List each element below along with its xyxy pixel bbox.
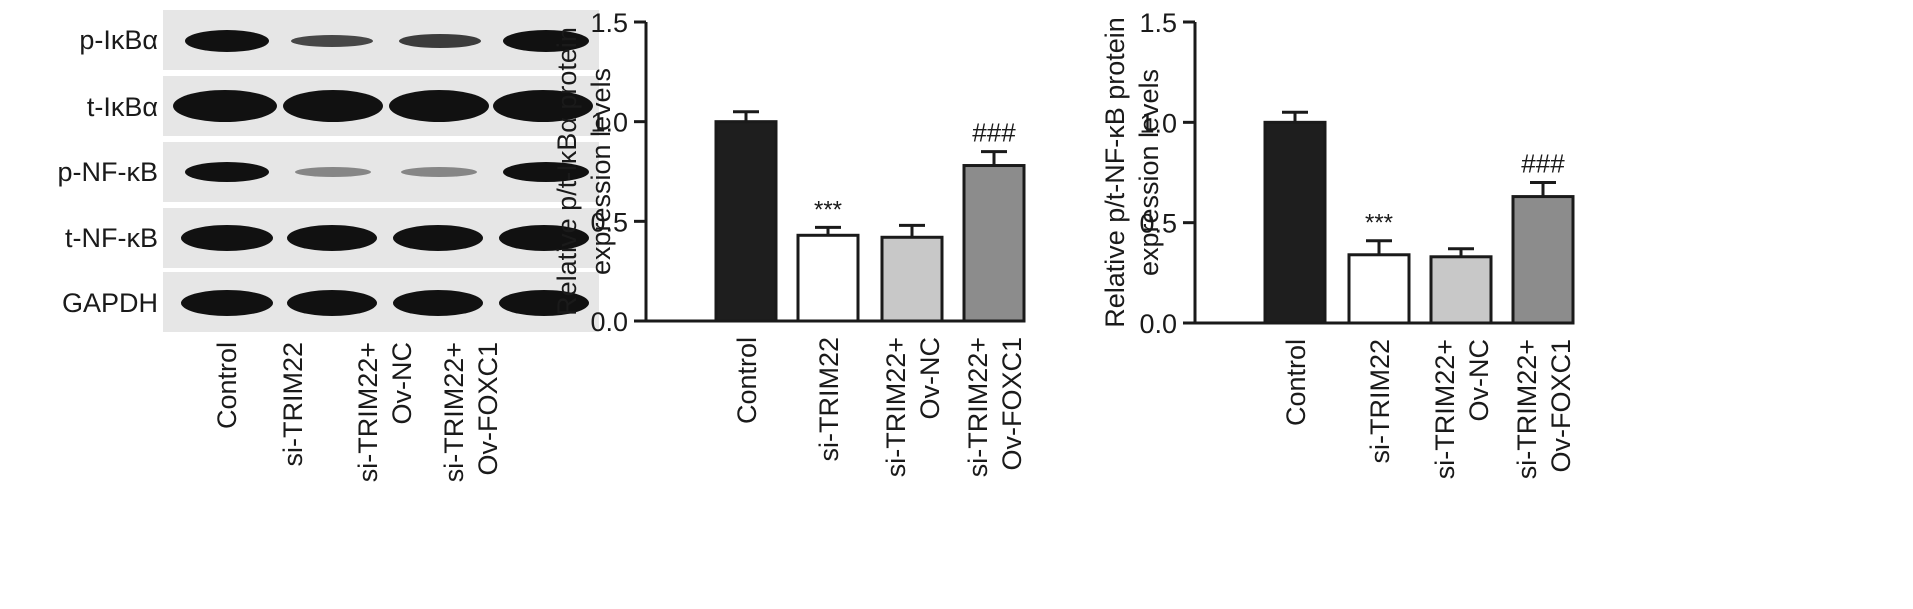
blot-band [503, 30, 589, 52]
blot-strip [163, 208, 599, 268]
blot-band [181, 225, 273, 251]
x-tick-label-line: Ov-FOXC1 [1546, 339, 1576, 473]
blot-lane-label-line: si-TRIM22+ [353, 342, 383, 482]
blot-row-label: GAPDH [61, 288, 158, 318]
bar [796, 233, 860, 323]
blot-band [185, 30, 269, 52]
y-tick-label: 0.5 [1139, 209, 1177, 239]
bar [1429, 255, 1493, 325]
x-tick-label: si-TRIM22 [814, 337, 844, 462]
bar [962, 164, 1026, 323]
x-tick-label: Control [732, 337, 762, 424]
significance-label: ### [972, 118, 1016, 148]
blot-band [393, 225, 483, 251]
blot-band [503, 162, 589, 182]
x-tick-label-line: Control [732, 337, 762, 424]
x-tick-label: si-TRIM22+ Ov-FOXC1 [1512, 339, 1576, 479]
x-tick-label: si-TRIM22+ Ov-NC [1430, 339, 1494, 479]
blot-band [283, 90, 383, 122]
blot-row-labels: p-IκBα t-IκBα p-NF-κB t-NF-κB GAPDH [0, 0, 159, 340]
blot-row-label: p-IκBα [79, 25, 158, 55]
blot-band [499, 290, 589, 316]
blot-lane-label-line: si-TRIM22+ [439, 342, 469, 482]
y-tick-label: 1.0 [590, 108, 628, 138]
y-axis-label-line: expression levels [1134, 69, 1164, 276]
y-axis-label: Relative p/t-IκBα protein expression leve… [552, 27, 616, 316]
y-tick-label: 0.5 [590, 207, 628, 237]
x-tick-label-line: si-TRIM22+ [881, 337, 911, 477]
significance-label: ### [1521, 149, 1565, 179]
bar [1263, 120, 1327, 325]
bar [714, 120, 778, 323]
x-tick-label-line: Ov-NC [915, 337, 945, 420]
y-tick-label: 0.0 [1139, 309, 1177, 339]
blot-band [399, 34, 481, 48]
blot-band [295, 167, 371, 177]
y-axis-label-line: Relative p/t-NF-κB protein [1100, 17, 1130, 328]
blot-lane-label-line: Ov-FOXC1 [473, 342, 503, 476]
x-tick-label: si-TRIM22 [1365, 339, 1395, 464]
x-tick-label: Control [1281, 339, 1311, 426]
blot-band [185, 162, 269, 182]
blot-band [291, 35, 373, 47]
blot-strip [163, 272, 599, 332]
blot-lane-label: si-TRIM22+ Ov-NC [353, 342, 417, 482]
blot-row-label: p-NF-κB [57, 157, 159, 187]
significance-label: *** [814, 196, 842, 223]
bar [1347, 253, 1411, 325]
blot-strip [163, 76, 599, 136]
blot-band [287, 225, 377, 251]
x-tick-label-line: si-TRIM22 [814, 337, 844, 462]
western-blot-image [163, 10, 599, 332]
x-tick-label: si-TRIM22+ Ov-NC [881, 337, 945, 477]
x-tick-label-line: si-TRIM22+ [1512, 339, 1542, 479]
y-tick-label: 1.5 [590, 8, 628, 38]
x-tick-label-line: si-TRIM22+ [1430, 339, 1460, 479]
x-tick-label-line: si-TRIM22 [1365, 339, 1395, 464]
significance-label: *** [1365, 210, 1393, 237]
bar [1511, 195, 1575, 325]
blot-band [181, 290, 273, 316]
blot-lane-label: Control [212, 342, 242, 429]
blot-strip [163, 142, 599, 202]
blot-lane-label-line: si-TRIM22 [278, 342, 308, 467]
blot-lane-label: si-TRIM22+ Ov-FOXC1 [439, 342, 503, 482]
blot-lane-label-line: Control [212, 342, 242, 429]
blot-band [499, 225, 589, 251]
blot-band [393, 290, 483, 316]
y-axis-label-line: expression levels [586, 68, 616, 275]
y-tick-label: 0.0 [590, 307, 628, 337]
bar [880, 235, 944, 323]
x-tick-label-line: Ov-NC [1464, 339, 1494, 422]
y-tick-label: 1.5 [1139, 8, 1177, 38]
blot-band [287, 290, 377, 316]
x-tick-label: si-TRIM22+ Ov-FOXC1 [963, 337, 1027, 477]
x-tick-label-line: si-TRIM22+ [963, 337, 993, 477]
blot-band [173, 90, 277, 122]
x-tick-label-line: Control [1281, 339, 1311, 426]
blot-band [493, 90, 593, 122]
y-axis-label-line: Relative p/t-IκBα protein [552, 27, 582, 316]
blot-row-label: t-IκBα [86, 92, 158, 122]
blot-row-label: t-NF-κB [65, 223, 158, 253]
y-axis-label: Relative p/t-NF-κB protein expression lev… [1100, 17, 1164, 328]
blot-band [401, 167, 477, 177]
blot-lane-label: si-TRIM22 [278, 342, 308, 467]
blot-band [389, 90, 489, 122]
x-tick-label-line: Ov-FOXC1 [997, 337, 1027, 471]
blot-lane-label-line: Ov-NC [387, 342, 417, 425]
y-tick-label: 1.0 [1139, 108, 1177, 138]
blot-strip [163, 10, 599, 70]
